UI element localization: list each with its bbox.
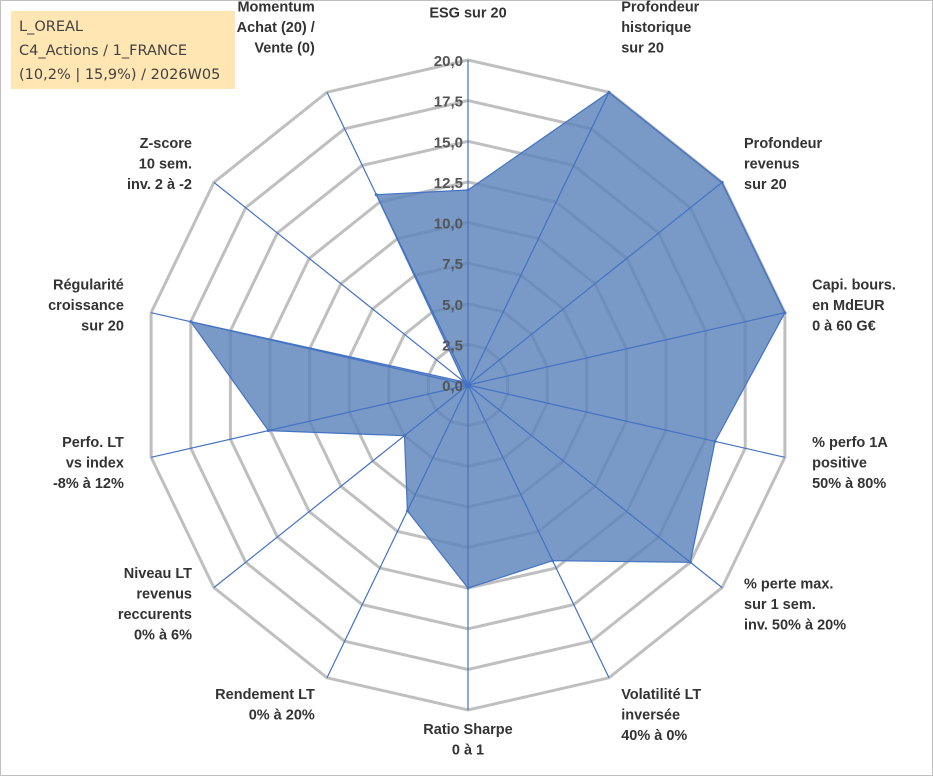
axis-label-line: % perte max.: [744, 576, 833, 592]
axis-label-line: Volatilité LT: [621, 687, 701, 703]
title-ticker: L_OREAL: [19, 19, 83, 35]
axis-label: Ratio Sharpe 0 à 1: [423, 722, 512, 759]
axis-label-line: Perfo. LT: [62, 435, 124, 451]
axis-spoke: [213, 384, 469, 589]
axis-spoke: [326, 91, 469, 386]
axis-label-line: croissance: [48, 298, 124, 314]
axis-label-line: 40% à 0%: [621, 728, 687, 744]
axis-label: Capi. bours. en MdEUR 0 à 60 G€: [812, 278, 896, 335]
axis-spoke: [150, 312, 469, 386]
axis-label-line: -8% à 12%: [53, 476, 124, 492]
radar-axis-labels: Note ESG sur 20 Profondeur historique sur 20…: [48, 0, 896, 759]
tick-label: 2,5: [442, 337, 463, 354]
axis-label-line: sur 20: [81, 319, 124, 335]
axis-label-line: Rendement LT: [215, 687, 315, 703]
radar-tick-labels: 0,0 2,5 5,0 7,5 10,0 12,5 15,0 17,5 20,0: [434, 53, 463, 395]
axis-label-line: 0 à 1: [452, 743, 484, 759]
tick-label: 10,0: [434, 216, 463, 233]
axis-label-line: Vente (0): [254, 41, 315, 57]
axis-label: Momentum Achat (20) / Vente (0): [237, 0, 315, 57]
axis-label: Profondeur revenus sur 20: [744, 136, 822, 193]
axis-label-line: 50% à 80%: [812, 476, 886, 492]
axis-label-line: revenus: [744, 157, 800, 173]
axis-label: Régularité croissance sur 20: [48, 278, 124, 335]
axis-label: Niveau LT revenus reccurents 0% à 6%: [118, 566, 192, 644]
axis-label-line: historique: [621, 20, 691, 36]
axis-spoke: [467, 384, 610, 679]
axis-label-line: revenus: [136, 587, 192, 603]
axis-spoke: [467, 384, 786, 458]
radar-series: [189, 90, 787, 590]
axis-label-line: 10 sem.: [139, 157, 192, 173]
axis-label-line: 0% à 20%: [249, 708, 315, 724]
axis-spoke: [467, 312, 786, 386]
axis-label-line: Régularité: [53, 278, 124, 294]
title-stats: (10,2% | 15,9%) / 2026W05: [19, 67, 221, 83]
tick-label: 5,0: [442, 297, 463, 314]
axis-spoke: [326, 384, 469, 679]
axis-label-line: ESG sur 20: [429, 6, 506, 22]
axis-label-line: Achat (20) /: [237, 20, 315, 36]
tick-label: 17,5: [434, 94, 463, 111]
axis-label-line: Profondeur: [744, 136, 822, 152]
axis-label: % perte max. sur 1 sem. inv. 50% à 20%: [744, 576, 846, 633]
axis-label-line: Note: [452, 0, 484, 1]
series-area: [189, 91, 786, 589]
chart-title-box: L_OREAL C4_Actions / 1_FRANCE (10,2% | 1…: [11, 11, 235, 89]
axis-label-line: inversée: [621, 708, 680, 724]
axis-label-line: reccurents: [118, 607, 192, 623]
axis-spoke: [467, 384, 723, 589]
axis-spoke: [467, 181, 723, 386]
axis-label-line: sur 20: [744, 177, 787, 193]
axis-label: Volatilité LT inversée 40% à 0%: [621, 687, 701, 744]
tick-label: 7,5: [442, 256, 463, 273]
axis-label-line: sur 1 sem.: [744, 597, 816, 613]
axis-label-line: % perfo 1A: [812, 435, 888, 451]
axis-label: Profondeur historique sur 20: [621, 0, 699, 57]
tick-label: 12,5: [434, 175, 463, 192]
tick-label: 0,0: [442, 378, 463, 395]
axis-label: Z-score 10 sem. inv. 2 à -2: [127, 136, 192, 193]
axis-label: Perfo. LT vs index -8% à 12%: [53, 435, 124, 492]
axis-label-line: inv. 50% à 20%: [744, 617, 846, 633]
axis-label-line: sur 20: [621, 41, 664, 57]
axis-label: Note ESG sur 20: [429, 0, 506, 22]
axis-label-line: en MdEUR: [812, 298, 885, 314]
title-category: C4_Actions / 1_FRANCE: [19, 43, 188, 59]
axis-label-line: 0% à 6%: [134, 628, 192, 644]
axis-label-line: Z-score: [140, 136, 192, 152]
axis-spoke: [467, 91, 610, 386]
axis-label: Rendement LT 0% à 20%: [215, 687, 315, 724]
axis-label-line: Momentum: [237, 0, 314, 16]
axis-label-line: positive: [812, 455, 867, 471]
axis-label-line: 0 à 60 G€: [812, 319, 876, 335]
axis-label: % perfo 1A positive 50% à 80%: [812, 435, 888, 492]
radar-spokes: [150, 60, 786, 710]
axis-label-line: Ratio Sharpe: [423, 722, 512, 738]
tick-label: 20,0: [434, 53, 463, 70]
axis-label-line: Niveau LT: [124, 566, 192, 582]
tick-label: 15,0: [434, 134, 463, 151]
axis-spoke: [150, 384, 469, 458]
axis-spoke: [213, 181, 469, 386]
axis-label-line: inv. 2 à -2: [127, 177, 192, 193]
axis-label-line: vs index: [66, 455, 124, 471]
axis-label-line: Profondeur: [621, 0, 699, 16]
axis-label-line: Capi. bours.: [812, 278, 896, 294]
